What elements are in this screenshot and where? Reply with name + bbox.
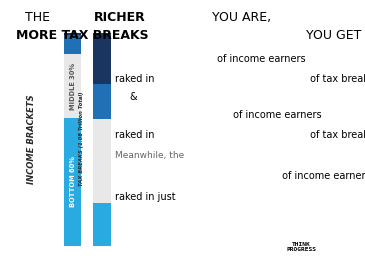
Text: of income earners: of income earners [279, 171, 365, 181]
Text: 20.1%: 20.1% [306, 192, 342, 202]
Text: &: & [130, 92, 137, 102]
Text: 40.3%: 40.3% [246, 130, 283, 140]
Text: Meanwhile, the: Meanwhile, the [115, 151, 184, 160]
Text: MORE TAX BREAKS: MORE TAX BREAKS [16, 29, 149, 42]
Text: TAX BREAKS (1.08 Trillion Total): TAX BREAKS (1.08 Trillion Total) [78, 92, 84, 186]
Text: INCOME BRACKETS: INCOME BRACKETS [27, 94, 35, 184]
Text: RICHER: RICHER [93, 11, 145, 24]
Text: Top 1%: Top 1% [143, 54, 185, 64]
Text: raked in: raked in [115, 130, 158, 140]
Text: of tax breaks.: of tax breaks. [307, 130, 365, 140]
Text: 23.9%: 23.9% [246, 74, 283, 84]
Text: raked in: raked in [115, 74, 158, 84]
Text: of income earners: of income earners [230, 110, 322, 120]
Text: THE: THE [25, 11, 54, 24]
Text: Bottom 60%: Bottom 60% [161, 171, 233, 181]
Text: of income earners: of income earners [214, 54, 306, 64]
Text: raked in just: raked in just [115, 192, 179, 201]
Text: YOU GET: YOU GET [302, 29, 362, 42]
Text: BOTTOM 60%: BOTTOM 60% [70, 156, 76, 207]
Text: MIDDLE 30%: MIDDLE 30% [70, 63, 76, 109]
Text: THINK
PROGRESS: THINK PROGRESS [286, 242, 316, 253]
Text: of tax breaks.: of tax breaks. [307, 74, 365, 84]
Text: Top 10%: Top 10% [148, 110, 197, 120]
Text: YOU ARE,: YOU ARE, [208, 11, 271, 24]
